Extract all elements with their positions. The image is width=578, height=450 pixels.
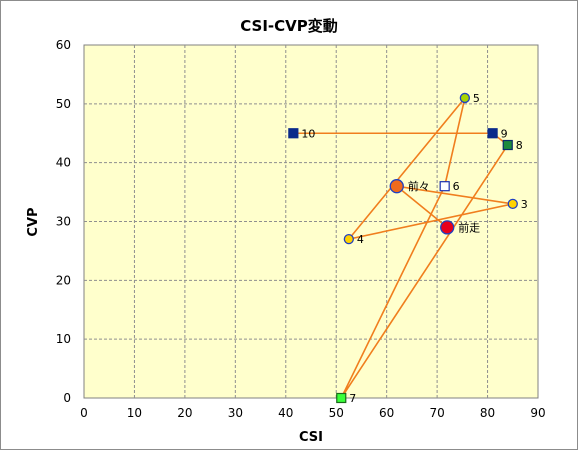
point-9-marker [487,128,498,139]
point-10-marker [288,128,299,139]
x-tick-label: 60 [379,406,394,420]
y-axis-ticks: 0 10 20 30 40 50 60 [56,38,71,405]
point-6-label: 6 [453,180,460,193]
point-7-label: 7 [349,392,356,405]
y-tick-label: 50 [56,97,71,111]
x-axis-title: CSI [299,430,323,445]
x-axis-ticks: 0 10 20 30 40 50 60 70 80 90 [80,406,545,420]
y-axis-title: CVP [26,207,41,236]
x-tick-label: 30 [228,406,243,420]
x-tick-label: 80 [480,406,495,420]
point-前々-label: 前々 [408,179,430,193]
y-tick-label: 30 [56,215,71,229]
point-3-marker [507,198,518,210]
chart-title: CSI-CVP変動 [240,17,338,35]
point-7-marker [336,392,347,404]
point-5-label: 5 [473,92,480,105]
point-5-marker [459,92,471,104]
x-tick-label: 20 [177,406,192,420]
point-8-label: 8 [516,139,523,152]
point-9-label: 9 [501,127,508,140]
point-8-marker [502,139,513,151]
point-前々-marker [389,179,404,194]
grid-lines [84,45,538,398]
point-3-label: 3 [521,198,528,211]
data-points [288,92,518,404]
x-tick-label: 40 [278,406,293,420]
x-tick-label: 10 [127,406,142,420]
x-tick-label: 50 [329,406,344,420]
y-tick-label: 20 [56,273,71,287]
point-前走-marker [440,220,455,235]
y-tick-label: 40 [56,156,71,170]
point-4-marker [343,233,354,245]
y-tick-label: 10 [56,332,71,346]
y-tick-label: 0 [63,391,71,405]
y-tick-label: 60 [56,38,71,52]
point-前走-label: 前走 [458,220,480,234]
point-6-marker [439,181,450,192]
x-tick-label: 90 [530,406,545,420]
series-path [293,97,513,399]
x-tick-label: 0 [80,406,88,420]
point-4-label: 4 [357,233,364,246]
series-line [293,97,513,399]
point-10-label: 10 [301,127,315,140]
x-tick-label: 70 [429,406,444,420]
